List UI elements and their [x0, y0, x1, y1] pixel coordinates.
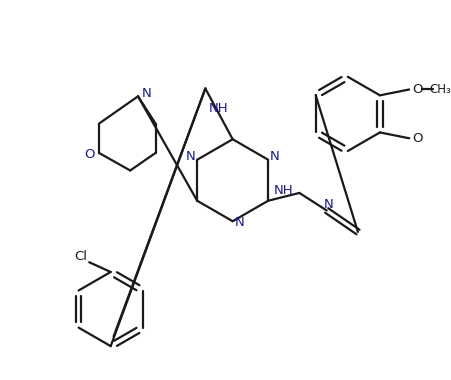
- Text: N: N: [234, 216, 244, 229]
- Text: O: O: [412, 83, 422, 96]
- Text: N: N: [185, 150, 195, 163]
- Text: N: N: [323, 198, 333, 211]
- Text: NH: NH: [273, 184, 293, 198]
- Text: O: O: [412, 132, 422, 145]
- Text: N: N: [142, 87, 152, 100]
- Text: N: N: [270, 150, 279, 163]
- Text: CH₃: CH₃: [428, 83, 450, 96]
- Text: NH: NH: [209, 101, 228, 114]
- Text: Cl: Cl: [74, 250, 87, 263]
- Text: O: O: [84, 148, 94, 162]
